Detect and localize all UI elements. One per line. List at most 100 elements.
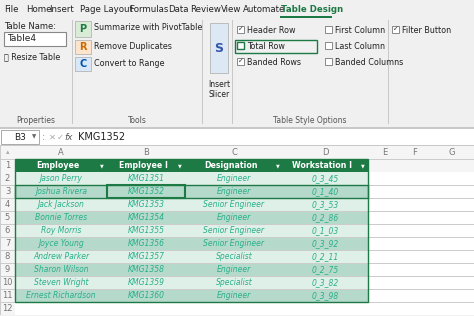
Text: Andrew Parker: Andrew Parker xyxy=(33,252,89,261)
Text: Joyce Young: Joyce Young xyxy=(38,239,84,248)
Bar xyxy=(0,289,15,302)
Text: 10: 10 xyxy=(2,278,13,287)
Text: Home: Home xyxy=(27,4,52,14)
Bar xyxy=(237,26,244,33)
Text: KMG1352: KMG1352 xyxy=(128,187,164,196)
Bar xyxy=(283,237,368,250)
Bar xyxy=(401,237,429,250)
Bar xyxy=(0,0,474,18)
Bar xyxy=(185,172,283,185)
Text: Engineer: Engineer xyxy=(217,174,251,183)
Text: Formulas: Formulas xyxy=(129,4,169,14)
Text: 8: 8 xyxy=(5,252,10,261)
Bar xyxy=(75,21,91,37)
Bar xyxy=(15,263,107,276)
Bar xyxy=(0,237,474,238)
Bar xyxy=(185,250,283,263)
Bar xyxy=(429,211,474,224)
Bar xyxy=(232,20,233,124)
Text: KMG1353: KMG1353 xyxy=(128,200,164,209)
Text: 2: 2 xyxy=(5,174,10,183)
Text: G: G xyxy=(448,148,455,157)
Text: 0_2_86: 0_2_86 xyxy=(312,213,339,222)
Bar xyxy=(283,159,368,172)
Bar xyxy=(429,289,474,302)
Text: KMG1351: KMG1351 xyxy=(128,174,164,183)
Bar xyxy=(15,211,107,224)
Bar xyxy=(368,211,401,224)
Text: 0_2_11: 0_2_11 xyxy=(312,252,339,261)
Text: Table4: Table4 xyxy=(7,34,36,43)
Text: Senior Engineer: Senior Engineer xyxy=(203,200,264,209)
Bar xyxy=(368,237,401,250)
Bar xyxy=(0,128,474,146)
Text: Engineer: Engineer xyxy=(217,291,251,300)
Text: ▼: ▼ xyxy=(178,163,182,168)
Bar xyxy=(107,237,185,250)
Text: Banded Columns: Banded Columns xyxy=(335,58,403,67)
Text: 11: 11 xyxy=(2,291,13,300)
Bar xyxy=(15,237,107,250)
Text: 4: 4 xyxy=(5,200,10,209)
Bar xyxy=(429,237,474,250)
Text: Insert
Slicer: Insert Slicer xyxy=(208,80,230,100)
Bar xyxy=(15,198,107,211)
Bar xyxy=(4,32,66,46)
Bar xyxy=(401,185,429,198)
Bar xyxy=(283,185,368,198)
Text: B3: B3 xyxy=(14,132,26,142)
Bar xyxy=(401,289,429,302)
Bar xyxy=(185,185,283,198)
Bar xyxy=(281,16,332,18)
Bar xyxy=(0,263,15,276)
Bar xyxy=(0,250,15,263)
Text: C: C xyxy=(231,148,237,157)
Text: ▴: ▴ xyxy=(6,149,9,155)
Bar xyxy=(107,146,108,159)
Bar xyxy=(202,20,203,124)
Text: File: File xyxy=(4,4,18,14)
Text: KMG1358: KMG1358 xyxy=(128,265,164,274)
Bar xyxy=(185,263,283,276)
Bar xyxy=(283,250,368,263)
Bar xyxy=(15,224,107,237)
Text: 0_3_82: 0_3_82 xyxy=(312,278,339,287)
Bar xyxy=(15,159,16,302)
Text: Banded Rows: Banded Rows xyxy=(247,58,301,67)
Text: 7: 7 xyxy=(5,239,10,248)
Bar xyxy=(429,172,474,185)
Bar xyxy=(210,23,228,73)
Text: View: View xyxy=(221,4,241,14)
Text: P: P xyxy=(80,24,87,34)
Text: fx: fx xyxy=(65,132,73,142)
Bar xyxy=(0,159,474,160)
Bar xyxy=(107,250,185,263)
Text: Senior Engineer: Senior Engineer xyxy=(203,239,264,248)
Bar xyxy=(401,198,429,211)
Bar xyxy=(75,40,91,54)
Text: 0_1_03: 0_1_03 xyxy=(312,226,339,235)
Text: Properties: Properties xyxy=(17,116,55,125)
Text: 5: 5 xyxy=(5,213,10,222)
Text: 0_3_98: 0_3_98 xyxy=(312,291,339,300)
Bar xyxy=(283,263,368,276)
Bar xyxy=(107,172,185,185)
Bar xyxy=(325,26,332,33)
Bar xyxy=(368,276,401,289)
Text: Convert to Range: Convert to Range xyxy=(94,59,164,68)
Text: KMG1354: KMG1354 xyxy=(128,213,164,222)
Bar xyxy=(15,185,368,198)
Text: First Column: First Column xyxy=(335,26,385,35)
Bar xyxy=(429,159,474,172)
Bar xyxy=(0,127,474,128)
Bar xyxy=(1,130,39,144)
Text: Review: Review xyxy=(190,4,221,14)
Text: 9: 9 xyxy=(5,265,10,274)
Text: ⌖ Resize Table: ⌖ Resize Table xyxy=(4,52,60,61)
Bar xyxy=(0,185,15,198)
Text: 0_3_45: 0_3_45 xyxy=(312,174,339,183)
Bar xyxy=(401,159,429,172)
Bar xyxy=(368,224,401,237)
Text: ✓: ✓ xyxy=(56,132,64,142)
Bar xyxy=(185,224,283,237)
